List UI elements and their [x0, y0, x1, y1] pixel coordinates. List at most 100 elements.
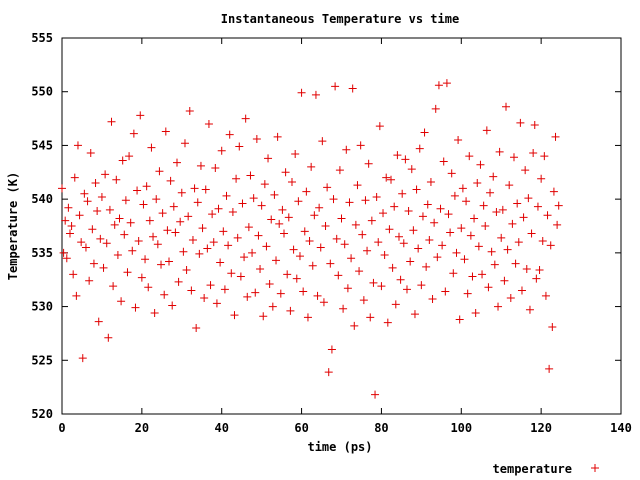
data-point — [78, 354, 87, 363]
data-point — [192, 324, 201, 333]
data-point — [201, 185, 210, 194]
data-point — [251, 288, 260, 297]
x-tick-label: 20 — [135, 421, 149, 435]
data-point — [549, 187, 558, 196]
data-point — [525, 305, 534, 314]
data-point — [150, 309, 159, 318]
data-point — [141, 255, 150, 264]
data-point — [422, 262, 431, 271]
data-point — [188, 235, 197, 244]
data-point — [75, 211, 84, 220]
data-point — [356, 141, 365, 150]
data-point — [163, 226, 172, 235]
data-point — [133, 186, 142, 195]
data-point — [433, 253, 442, 262]
data-point — [524, 194, 533, 203]
data-point — [93, 206, 102, 215]
data-point — [85, 276, 94, 285]
data-point — [139, 200, 148, 209]
data-point — [289, 245, 298, 254]
data-point — [273, 132, 282, 141]
data-point — [264, 154, 273, 163]
data-point — [428, 295, 437, 304]
data-point — [126, 218, 135, 227]
data-point — [377, 282, 386, 291]
data-point — [372, 192, 381, 201]
data-point — [490, 260, 499, 269]
data-point — [196, 161, 205, 170]
data-point — [235, 142, 244, 151]
data-point — [172, 158, 181, 167]
data-point — [144, 283, 153, 292]
data-point — [193, 198, 202, 207]
data-point — [538, 237, 547, 246]
data-point — [506, 293, 515, 302]
data-point — [165, 257, 174, 266]
data-point — [398, 189, 407, 198]
data-point — [142, 182, 151, 191]
data-point — [313, 291, 322, 300]
y-tick-label: 535 — [31, 246, 53, 260]
data-point — [489, 172, 498, 181]
y-axis-label: Temperature (K) — [6, 172, 20, 280]
data-point — [283, 270, 292, 279]
y-tick-label: 520 — [31, 407, 53, 421]
data-point — [219, 227, 228, 236]
data-point — [540, 152, 549, 161]
data-point — [300, 227, 309, 236]
data-point — [315, 203, 324, 212]
data-point — [371, 390, 380, 399]
data-point — [96, 234, 105, 243]
data-point — [233, 233, 242, 242]
data-point — [404, 206, 413, 215]
data-point — [86, 148, 95, 157]
data-point — [521, 166, 530, 175]
data-point — [153, 240, 162, 249]
data-point — [88, 225, 97, 234]
x-tick-label: 140 — [610, 421, 632, 435]
data-point — [61, 216, 70, 225]
data-point — [326, 259, 335, 268]
data-point — [519, 213, 528, 222]
data-point — [452, 248, 461, 257]
data-point — [393, 151, 402, 160]
data-point — [374, 238, 383, 247]
data-point — [345, 198, 354, 207]
data-point — [97, 192, 106, 201]
data-point — [94, 317, 103, 326]
data-point — [494, 302, 503, 311]
data-point — [353, 181, 362, 190]
data-point — [158, 209, 167, 218]
data-point — [500, 276, 509, 285]
data-point — [307, 162, 316, 171]
data-point — [454, 136, 463, 145]
data-point — [212, 299, 221, 308]
data-point — [364, 159, 373, 168]
data-point — [379, 209, 388, 218]
data-point — [399, 239, 408, 248]
y-tick-label: 530 — [31, 300, 53, 314]
data-point — [238, 199, 247, 208]
data-point — [80, 189, 89, 198]
data-point — [446, 228, 455, 237]
data-point — [270, 190, 279, 199]
data-point — [514, 238, 523, 247]
data-point — [319, 298, 328, 307]
data-point — [297, 88, 306, 97]
data-point — [187, 286, 196, 295]
data-point — [321, 222, 330, 230]
data-point — [147, 143, 156, 152]
data-point — [73, 141, 82, 150]
data-point — [131, 303, 140, 312]
data-point — [535, 266, 544, 275]
data-point — [473, 179, 482, 188]
data-point — [486, 188, 495, 197]
data-point — [275, 219, 284, 228]
data-point — [537, 174, 546, 183]
data-point — [278, 205, 287, 214]
data-point — [545, 364, 554, 373]
data-point — [182, 266, 191, 275]
data-point — [176, 217, 185, 226]
data-point — [439, 157, 448, 166]
